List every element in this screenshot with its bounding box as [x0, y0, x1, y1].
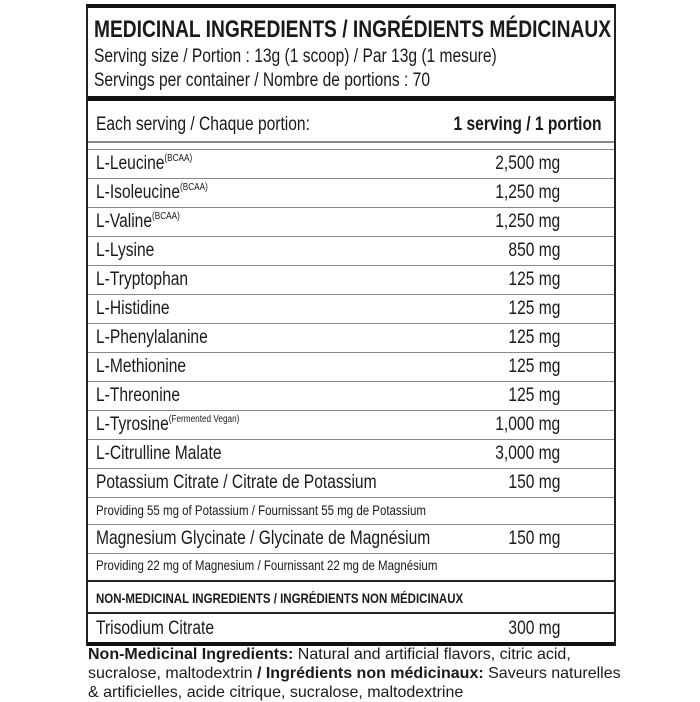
ingredient-name: L-Methionine: [96, 356, 187, 377]
ingredient-amount: 1,250 mg: [495, 182, 560, 203]
ingredient-name: Magnesium Glycinate / Glycinate de Magné…: [96, 528, 431, 549]
ingredient-row: Magnesium Glycinate / Glycinate de Magné…: [88, 524, 614, 553]
ingredient-amount: 125 mg: [508, 298, 560, 319]
ingredient-amount: 125 mg: [508, 356, 560, 377]
ingredient-row: L-Leucine(BCAA) 2,500 mg: [88, 149, 614, 178]
divider: [88, 294, 614, 295]
potassium-note: Providing 55 mg of Potassium / Fournissa…: [96, 502, 426, 518]
divider: [88, 352, 614, 353]
ingredient-amount: 125 mg: [508, 385, 560, 406]
ingredient-row: Trisodium Citrate 300 mg: [88, 614, 614, 643]
ingredient-note: (BCAA): [152, 211, 180, 222]
non-medicinal-heading: NON-MEDICINAL INGREDIENTS / INGRÉDIENTS …: [96, 590, 464, 606]
ingredient-amount: 850 mg: [508, 240, 560, 261]
ingredient-name: L-Valine(BCAA): [96, 211, 180, 232]
divider: [88, 207, 614, 208]
ingredient-amount: 150 mg: [508, 472, 560, 493]
divider: [88, 524, 614, 525]
ingredient-name: L-Phenylalanine: [96, 327, 208, 348]
ingredient-row: L-Lysine 850 mg: [88, 236, 614, 265]
ingredient-name: L-Tryptophan: [96, 269, 189, 290]
ingredient-row: L-Methionine 125 mg: [88, 352, 614, 381]
ingredient-row: Potassium Citrate / Citrate de Potassium…: [88, 468, 614, 497]
ingredient-name: L-Histidine: [96, 298, 170, 319]
magnesium-note: Providing 22 mg of Magnesium / Fournissa…: [96, 557, 438, 573]
ingredient-amount: 300 mg: [508, 618, 560, 639]
divider: [88, 497, 614, 498]
ingredient-name: L-Threonine: [96, 385, 181, 406]
divider: [88, 149, 614, 150]
ingredient-name: L-Leucine(BCAA): [96, 153, 193, 174]
column-right-header: 1 serving / 1 portion: [453, 114, 602, 135]
divider: [88, 468, 614, 469]
footer-en-text: Natural and artificial flavors, citric a…: [88, 646, 571, 682]
ingredient-note: (BCAA): [164, 153, 193, 164]
servings-per-container: Servings per container / Nombre de porti…: [94, 70, 431, 91]
divider: [88, 439, 614, 440]
divider: [88, 323, 614, 324]
ingredient-row: L-Histidine 125 mg: [88, 294, 614, 323]
ingredient-name: L-Tyrosine(Fermented Vegan): [96, 414, 240, 435]
ingredient-row: L-Tryptophan 125 mg: [88, 265, 614, 294]
divider: [88, 265, 614, 266]
ingredient-row: L-Valine(BCAA) 1,250 mg: [88, 207, 614, 236]
serving-size: Serving size / Portion : 13g (1 scoop) /…: [94, 46, 497, 67]
divider: [88, 381, 614, 382]
divider: [88, 96, 614, 101]
footer-text: Non-Medicinal Ingredients: Natural and a…: [88, 645, 628, 702]
divider: [88, 178, 614, 179]
divider: [88, 553, 614, 554]
ingredient-amount: 3,000 mg: [495, 443, 560, 464]
ingredient-row: L-Threonine 125 mg: [88, 381, 614, 410]
ingredient-note: (BCAA): [180, 182, 208, 193]
ingredients-panel: MEDICINAL INGREDIENTS / INGRÉDIENTS MÉDI…: [86, 4, 616, 646]
divider: [88, 141, 614, 143]
ingredient-name: L-Citrulline Malate: [96, 443, 222, 464]
ingredient-amount: 1,000 mg: [495, 414, 560, 435]
ingredient-amount: 125 mg: [508, 327, 560, 348]
divider: [88, 410, 614, 411]
ingredient-note: (Fermented Vegan): [168, 414, 240, 425]
divider: [88, 236, 614, 237]
column-left-header: Each serving / Chaque portion:: [96, 114, 310, 135]
ingredient-name: Trisodium Citrate: [96, 618, 215, 639]
ingredient-row: L-Isoleucine(BCAA) 1,250 mg: [88, 178, 614, 207]
footer-en-label: Non-Medicinal Ingredients:: [88, 646, 294, 663]
ingredient-name: L-Lysine: [96, 240, 155, 261]
ingredient-row: L-Citrulline Malate 3,000 mg: [88, 439, 614, 468]
ingredient-amount: 2,500 mg: [495, 153, 560, 174]
ingredient-row: L-Tyrosine(Fermented Vegan) 1,000 mg: [88, 410, 614, 439]
divider: [88, 580, 614, 582]
footer-fr-text: Saveurs naturelles & artificielles, acid…: [88, 665, 621, 701]
ingredient-amount: 150 mg: [508, 528, 560, 549]
divider: [88, 642, 614, 646]
footer-fr-label: / Ingrédients non médicinaux:: [256, 665, 484, 682]
panel-title: MEDICINAL INGREDIENTS / INGRÉDIENTS MÉDI…: [94, 16, 612, 43]
ingredient-name: Potassium Citrate / Citrate de Potassium: [96, 472, 377, 493]
ingredient-amount: 125 mg: [508, 269, 560, 290]
ingredient-amount: 1,250 mg: [495, 211, 560, 232]
divider: [88, 612, 614, 614]
ingredient-row: L-Phenylalanine 125 mg: [88, 323, 614, 352]
ingredient-name: L-Isoleucine(BCAA): [96, 182, 208, 203]
